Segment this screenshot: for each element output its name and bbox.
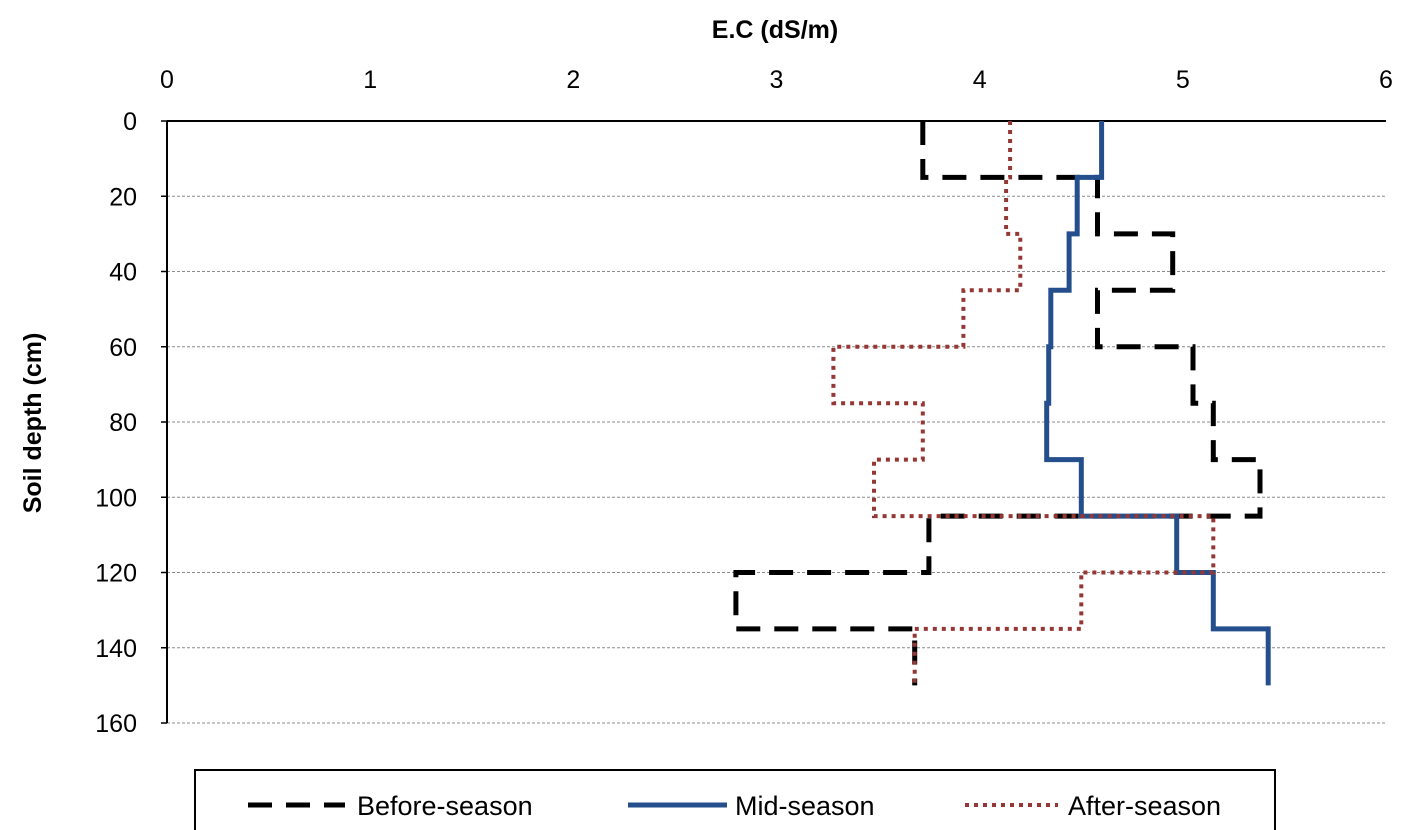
legend-label: Mid-season — [735, 791, 875, 821]
series-line-before-season — [733, 121, 1263, 686]
x-tick-label: 0 — [160, 66, 174, 94]
x-tick-label: 3 — [770, 66, 784, 94]
series-line-mid-season — [1044, 121, 1271, 686]
x-axis-title: E.C (dS/m) — [712, 16, 838, 44]
y-tick-label: 0 — [123, 108, 137, 136]
legend-label: Before-season — [357, 791, 533, 821]
series-lines — [733, 121, 1271, 686]
legend: Before-season Mid-season After-season — [194, 769, 1276, 830]
y-tick-label: 140 — [95, 635, 137, 663]
x-tick-label: 2 — [566, 66, 580, 94]
y-tick-label: 120 — [95, 560, 137, 588]
x-tick-label: 4 — [973, 66, 987, 94]
legend-box — [194, 769, 1276, 830]
x-tick-label: 5 — [1176, 66, 1190, 94]
y-tick-label: 40 — [109, 259, 137, 287]
y-axis-title: Soil depth (cm) — [19, 333, 47, 514]
series-line-after-season — [831, 121, 1216, 686]
y-tick-label: 100 — [95, 484, 137, 512]
x-tick-label: 1 — [363, 66, 377, 94]
y-tick-label: 80 — [109, 409, 137, 437]
axes: 0 20 40 60 80 100 120 140 160 0 1 2 3 4 5 6 — [95, 66, 1393, 738]
y-tick-label: 160 — [95, 710, 137, 738]
legend-label: After-season — [1068, 791, 1221, 821]
y-tick-label: 60 — [109, 334, 137, 362]
x-tick-label: 6 — [1379, 66, 1393, 94]
gridlines — [167, 195, 1386, 724]
y-tick-label: 20 — [109, 183, 137, 211]
